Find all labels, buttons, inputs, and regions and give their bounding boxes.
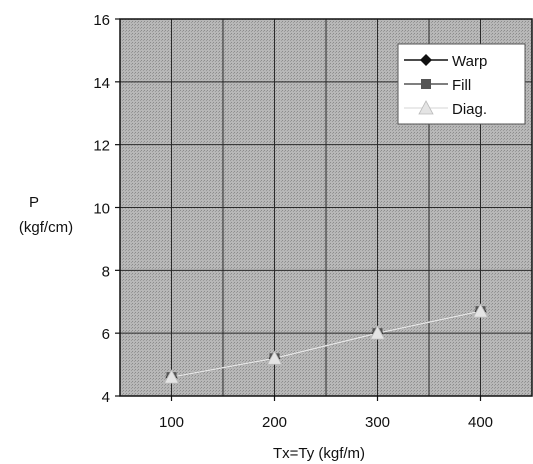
series-line: [171, 310, 481, 378]
legend-label: Fill: [452, 77, 471, 94]
legend-label: Diag.: [452, 101, 487, 118]
y-tick-label: 16: [93, 12, 110, 29]
legend-marker: [421, 79, 431, 89]
legend-marker: [420, 54, 432, 66]
series-group: [163, 303, 489, 384]
gridlines: [120, 19, 532, 396]
x-tick-label: 100: [159, 414, 184, 431]
data-point: [472, 303, 489, 318]
y-axis-title-line2: (kgf/cm): [19, 219, 73, 236]
data-point: [369, 325, 386, 340]
axis-ticks: 4 6 8 10 12 14 16 100 200 300 400: [93, 12, 493, 431]
series-diag: [171, 310, 481, 378]
y-tick-label: 10: [93, 201, 110, 218]
x-tick-label: 300: [365, 414, 390, 431]
y-tick-label: 6: [102, 326, 110, 343]
x-tick-label: 200: [262, 414, 287, 431]
x-axis-title: Tx=Ty (kgf/m): [273, 445, 365, 462]
y-axis-title-line1: P: [29, 194, 39, 211]
y-tick-label: 8: [102, 263, 110, 280]
y-tick-label: 4: [102, 389, 110, 406]
legend: Warp Fill Diag.: [397, 43, 526, 125]
x-tick-label: 400: [468, 414, 493, 431]
legend-label: Warp: [452, 53, 487, 70]
y-tick-label: 12: [93, 138, 110, 155]
markers-diag: [163, 303, 489, 384]
data-point: [266, 350, 283, 365]
y-tick-label: 14: [93, 75, 110, 92]
legend-marker: [418, 100, 434, 115]
data-point: [163, 369, 180, 384]
